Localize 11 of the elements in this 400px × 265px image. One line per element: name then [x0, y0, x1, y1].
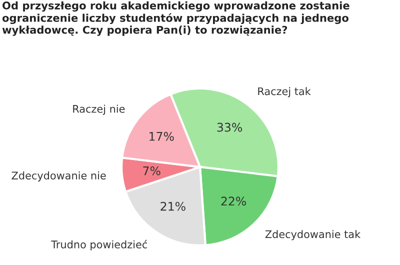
data-label: 17% — [150, 132, 174, 141]
data-label: 21% — [160, 202, 186, 211]
slice-label: Zdecydowanie tak — [265, 230, 361, 240]
slice-label: Raczej nie — [73, 104, 125, 115]
slice-label: Zdecydowanie nie — [12, 171, 106, 182]
chart-title: Od przyszłego roku akademickiego wprowadzone zostanie ograniczenie liczby studentów przypadających na jednego wykładowcę. Czy popiera Pan(i) to rozwiązanie? — [2, 1, 350, 36]
data-label: 33% — [217, 122, 242, 132]
data-label: 7% — [143, 166, 160, 176]
slice-label: Raczej tak — [258, 87, 311, 98]
data-label: 22% — [221, 196, 246, 206]
slice-label: Trudno powiedzieć — [51, 240, 147, 250]
